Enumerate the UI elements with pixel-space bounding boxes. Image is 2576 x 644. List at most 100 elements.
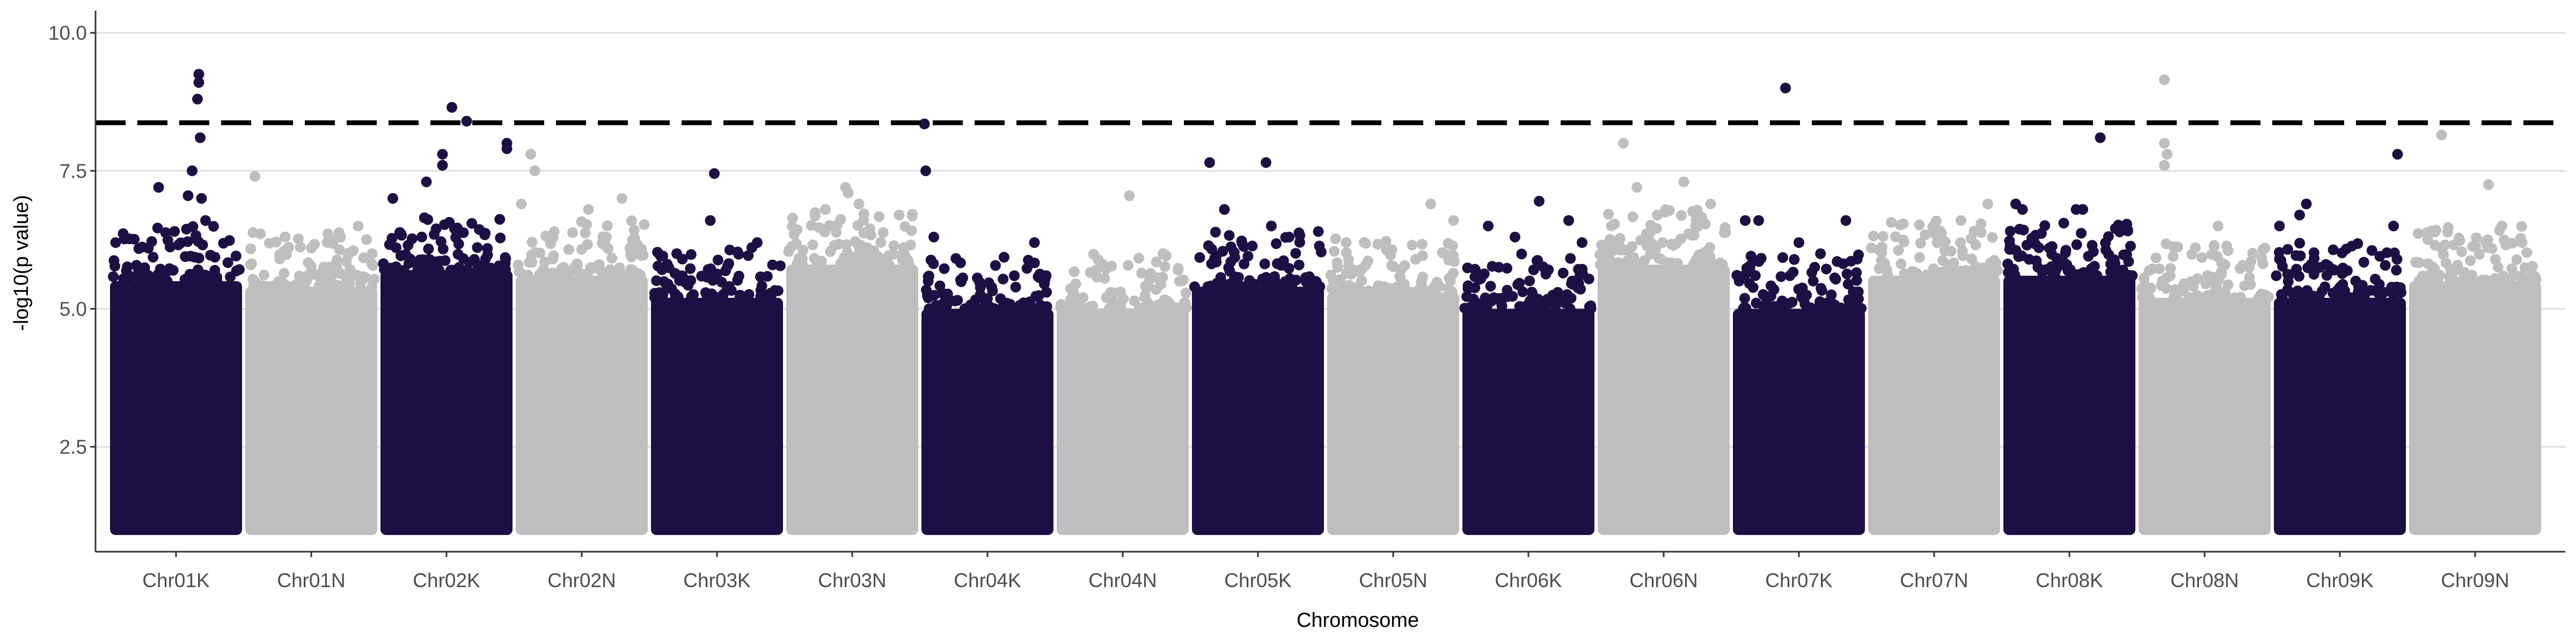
data-point xyxy=(1653,253,1665,264)
data-point xyxy=(1437,247,1448,258)
data-point xyxy=(225,272,236,282)
top-hit-point xyxy=(2274,221,2285,232)
data-point xyxy=(875,237,887,248)
data-point xyxy=(1417,272,1429,283)
data-point xyxy=(1274,281,1285,292)
data-point xyxy=(151,276,162,287)
bulk-points xyxy=(1598,265,1730,535)
top-hit-point xyxy=(195,132,206,143)
data-point xyxy=(1487,261,1498,272)
data-point xyxy=(1946,261,1958,273)
data-point xyxy=(1594,259,1606,270)
data-point xyxy=(2200,278,2212,289)
top-hit-point xyxy=(1510,231,1520,243)
data-point xyxy=(367,260,378,271)
data-point xyxy=(136,241,148,253)
top-hit-point xyxy=(1448,215,1459,226)
data-point xyxy=(1898,235,1909,245)
data-point xyxy=(898,242,909,253)
data-point xyxy=(2366,245,2377,256)
data-point xyxy=(1448,256,1460,267)
chromosome-chr02k xyxy=(378,102,513,535)
bulk-points xyxy=(786,265,918,535)
top-hit-point xyxy=(461,115,472,127)
data-point xyxy=(2048,265,2060,276)
data-point xyxy=(1419,285,1430,296)
data-point xyxy=(767,259,778,270)
data-point xyxy=(279,268,290,279)
data-point xyxy=(1615,244,1626,255)
bulk-points xyxy=(110,281,242,535)
data-point xyxy=(1745,260,1756,271)
data-point xyxy=(261,281,273,292)
data-point xyxy=(2259,289,2271,301)
data-point xyxy=(513,259,524,270)
data-point xyxy=(1360,238,1371,249)
data-point xyxy=(1210,226,1221,238)
data-point xyxy=(1704,242,1715,253)
data-point xyxy=(2122,225,2133,237)
data-point xyxy=(1989,255,2000,266)
x-tick-label: Chr08N xyxy=(2170,569,2239,591)
data-point xyxy=(677,270,688,281)
top-hit-point xyxy=(187,165,197,177)
data-point xyxy=(1868,230,1879,241)
data-point xyxy=(874,211,885,222)
data-point xyxy=(1380,236,1392,247)
data-point xyxy=(1639,255,1650,266)
data-point xyxy=(614,262,625,273)
data-point xyxy=(2169,284,2180,295)
data-point xyxy=(2185,276,2197,287)
top-hit-point xyxy=(1929,221,1940,232)
data-points xyxy=(108,69,2542,535)
data-point xyxy=(1627,211,1638,223)
data-point xyxy=(1100,264,1111,275)
data-point xyxy=(2490,254,2501,265)
data-point xyxy=(2139,279,2150,290)
data-point xyxy=(856,258,867,269)
x-tick-label: Chr04N xyxy=(1088,569,1157,591)
data-point xyxy=(205,250,216,261)
chromosome-chr03n xyxy=(783,182,918,535)
x-axis-label: Chromosome xyxy=(1297,609,1419,632)
data-point xyxy=(1972,270,1984,281)
top-hit-point xyxy=(200,215,211,226)
data-point xyxy=(2239,280,2250,291)
data-point xyxy=(2346,240,2358,252)
data-point xyxy=(653,260,664,272)
top-hit-point xyxy=(2436,129,2447,141)
data-point xyxy=(309,269,320,280)
data-point xyxy=(458,253,469,264)
data-point xyxy=(2109,254,2120,265)
data-point xyxy=(2247,247,2258,259)
data-point xyxy=(1606,220,1617,231)
data-point xyxy=(983,277,994,288)
data-point xyxy=(539,257,550,268)
data-point xyxy=(1290,248,1301,259)
data-point xyxy=(819,226,830,238)
data-point xyxy=(233,264,245,275)
data-point xyxy=(1898,218,1909,229)
data-point xyxy=(391,242,401,253)
data-point xyxy=(732,275,743,286)
data-point xyxy=(1657,237,1668,248)
data-point xyxy=(1690,214,1702,225)
data-point xyxy=(2418,275,2429,286)
data-point xyxy=(1157,272,1168,283)
data-point xyxy=(2452,260,2463,271)
data-point xyxy=(1572,281,1584,292)
data-point xyxy=(1915,238,1926,249)
data-point xyxy=(899,221,911,232)
data-point xyxy=(1528,292,1539,303)
data-point xyxy=(2516,221,2527,232)
top-hit-point xyxy=(709,168,720,179)
data-point xyxy=(1343,260,1354,271)
data-point xyxy=(386,264,397,275)
data-point xyxy=(1645,219,1656,231)
data-point xyxy=(1284,231,1294,243)
data-point xyxy=(458,227,469,238)
data-point xyxy=(2490,273,2501,284)
data-point xyxy=(1807,275,1819,287)
data-point xyxy=(957,272,968,283)
top-hit-point xyxy=(843,187,854,199)
